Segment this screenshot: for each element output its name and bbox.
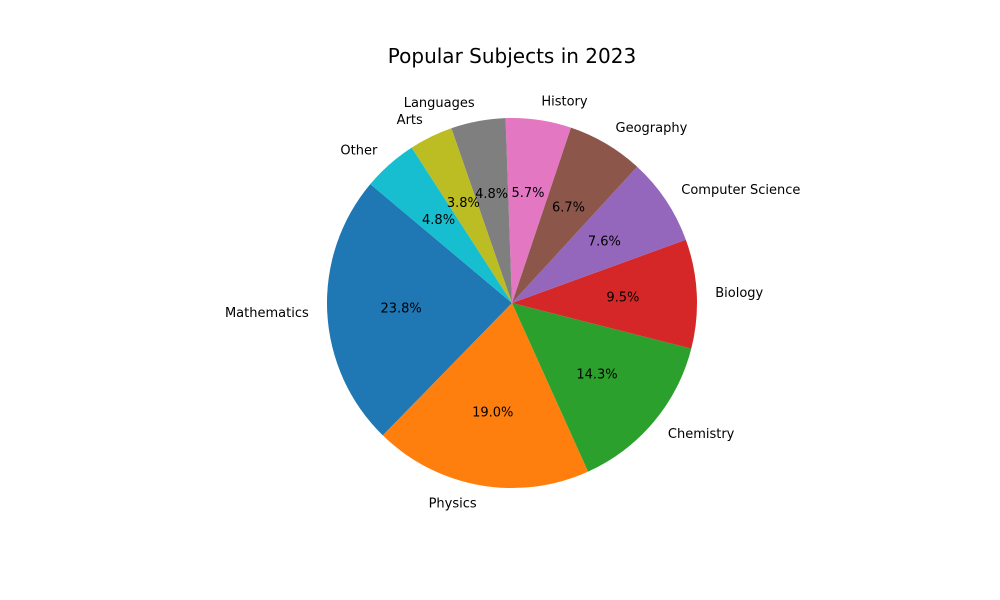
slice-percent-label: 3.8%	[447, 196, 480, 211]
slice-percent-label: 4.8%	[475, 187, 508, 202]
slice-label: Arts	[397, 113, 423, 128]
pie-slice	[512, 127, 638, 303]
slice-label: History	[541, 95, 588, 110]
slice-percent-label: 23.8%	[380, 302, 421, 317]
slice-percent-label: 7.6%	[588, 234, 621, 249]
slice-percent-label: 6.7%	[552, 200, 585, 215]
pie-slice	[512, 239, 697, 349]
pie-labels: Mathematics 23.8% Physics 19.0% Chemistry 14.…	[225, 95, 800, 512]
chart-title: Popular Subjects in 2023	[388, 44, 636, 68]
slice-percent-label: 14.3%	[576, 367, 617, 382]
slice-label: Chemistry	[668, 427, 735, 442]
pie-slice	[512, 303, 692, 472]
pie-slices	[326, 117, 697, 488]
pie-slice	[505, 117, 571, 303]
slice-label: Physics	[429, 496, 477, 511]
pie-slice	[370, 147, 512, 303]
slice-label: Languages	[404, 96, 475, 111]
pie-slice	[451, 118, 512, 303]
slice-label: Mathematics	[225, 306, 309, 321]
pie-slice	[512, 166, 686, 303]
pie-slice	[411, 128, 512, 303]
slice-percent-label: 4.8%	[422, 213, 455, 228]
slice-label: Computer Science	[681, 183, 800, 198]
pie-slice	[382, 303, 589, 488]
slice-label: Geography	[616, 121, 688, 136]
slice-percent-label: 19.0%	[472, 405, 513, 420]
slice-percent-label: 5.7%	[511, 186, 544, 201]
slice-label: Other	[340, 143, 378, 158]
slice-percent-label: 9.5%	[606, 290, 639, 305]
pie-slice	[326, 184, 512, 436]
slice-label: Biology	[715, 286, 763, 301]
